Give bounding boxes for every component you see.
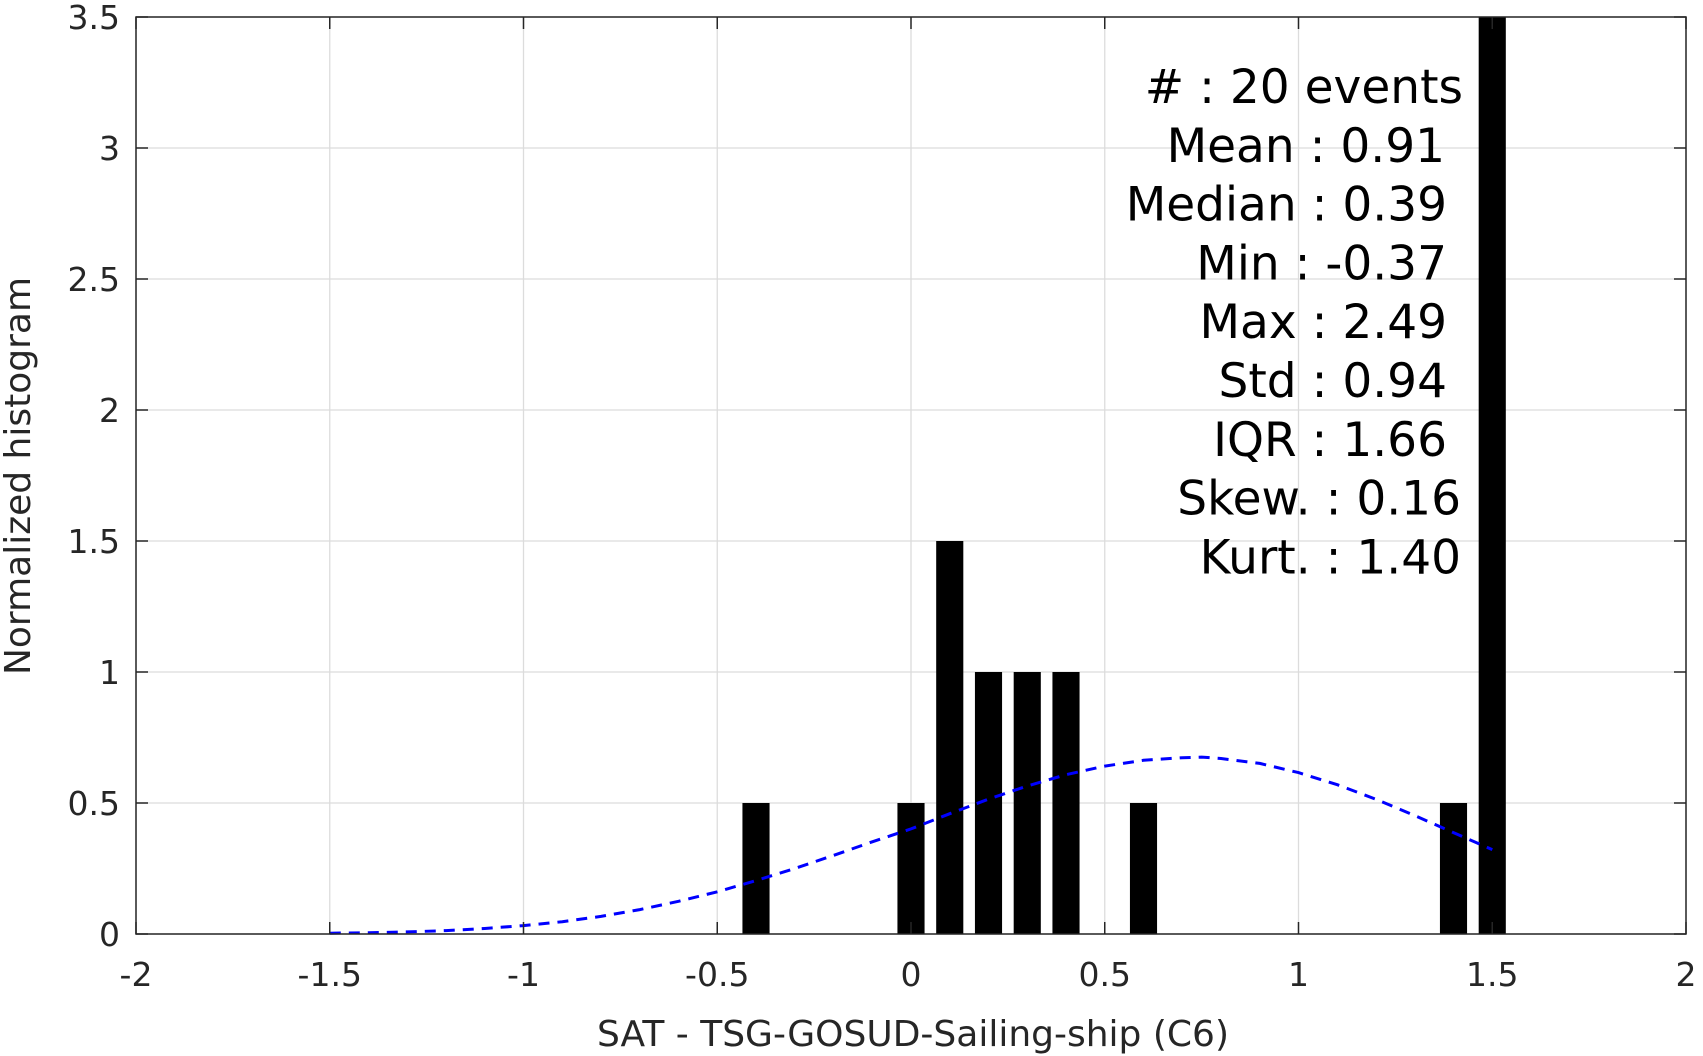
x-tick-label: 0 <box>901 955 922 994</box>
histogram-bar <box>742 803 770 934</box>
y-tick-label: 0.5 <box>68 784 120 823</box>
y-axis-title: Normalized histogram <box>0 277 39 675</box>
stats-line: Std : 0.94 <box>1219 354 1447 409</box>
stats-line: Median : 0.39 <box>1126 178 1447 233</box>
histogram-bar <box>1478 17 1506 934</box>
x-tick-label: 1.5 <box>1466 955 1518 994</box>
stats-line: Kurt. : 1.40 <box>1200 530 1461 585</box>
x-tick-label: 2 <box>1676 955 1697 994</box>
histogram-bar <box>1129 803 1158 934</box>
stats-line: # : 20 events <box>1145 60 1463 115</box>
histogram-bar <box>1013 672 1041 934</box>
y-tick-label: 3 <box>99 129 120 168</box>
x-tick-label: 1 <box>1288 955 1309 994</box>
y-tick-label: 1.5 <box>68 522 120 561</box>
x-axis-title: SAT - TSG-GOSUD-Sailing-ship (C6) <box>597 1014 1229 1055</box>
histogram-bar <box>936 541 964 934</box>
histogram-bar <box>1439 803 1468 934</box>
stats-line: Min : -0.37 <box>1196 236 1447 291</box>
x-tick-label: -1.5 <box>298 955 362 994</box>
y-tick-label: 0 <box>99 915 120 954</box>
x-tick-labels: -2 -1.5 -1 -0.5 0 0.5 1 1.5 2 <box>120 955 1697 994</box>
histogram-bars <box>742 17 1506 934</box>
axes-frame <box>135 16 1687 935</box>
x-tick-label: 0.5 <box>1079 955 1131 994</box>
stats-line: Max : 2.49 <box>1199 295 1447 350</box>
x-tick-label: -1 <box>507 955 540 994</box>
histogram-bar <box>1052 672 1080 934</box>
normal-fit-curve <box>329 755 1493 935</box>
y-tick-label: 1 <box>99 653 120 692</box>
y-tick-labels: 0 0.5 1 1.5 2 2.5 3 3.5 <box>68 0 120 954</box>
stats-line: Skew. : 0.16 <box>1177 472 1461 527</box>
stats-line: IQR : 1.66 <box>1213 413 1447 468</box>
y-tick-label: 2 <box>99 391 120 430</box>
x-tick-label: -0.5 <box>685 955 749 994</box>
histogram-bar <box>897 803 925 934</box>
x-tick-label: -2 <box>120 955 153 994</box>
stats-line: Mean : 0.91 <box>1167 119 1445 174</box>
y-tick-label: 2.5 <box>68 260 120 299</box>
y-tick-label: 3.5 <box>68 0 120 37</box>
